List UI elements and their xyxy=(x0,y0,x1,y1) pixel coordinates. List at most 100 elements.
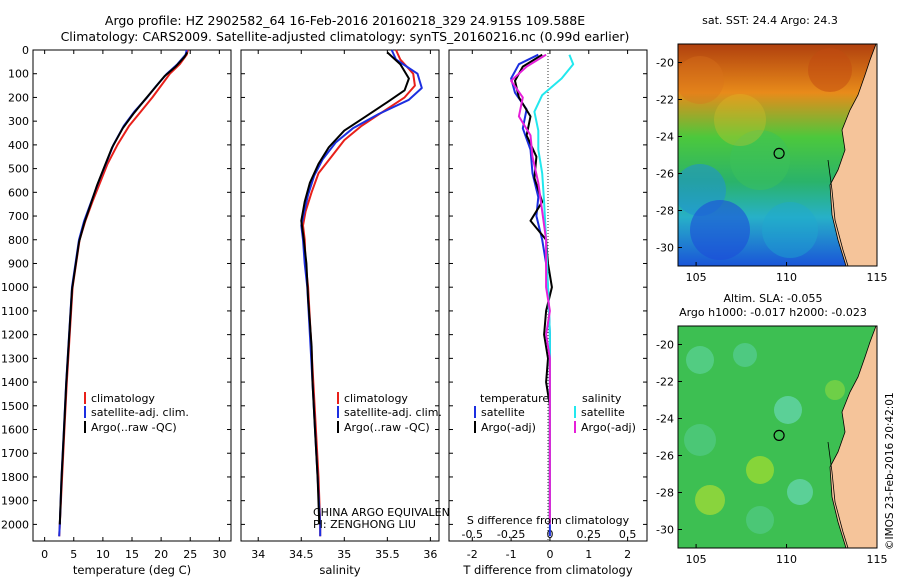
y-tick-label: 300 xyxy=(8,115,29,128)
map-y-tick-label: -22 xyxy=(656,94,674,107)
x-tick-label: 35.5 xyxy=(375,548,400,561)
x-tick-label: 1 xyxy=(585,548,592,561)
pressure-axis: 0100200300400500600700800900100011001200… xyxy=(1,44,231,561)
s-difference-axis-label: S difference from climatology xyxy=(467,514,630,527)
legend-t-satellite-label: satellite xyxy=(481,406,525,419)
y-tick-label: 1900 xyxy=(1,495,29,508)
sst-map: sat. SST: 24.4 Argo: 24.3 105 110 115 -20 -2… xyxy=(656,14,887,284)
series-line-s-satellite xyxy=(533,54,575,525)
x-tick-label: 10 xyxy=(96,548,110,561)
map-y-tick-label: -24 xyxy=(656,413,674,426)
australia-coastline xyxy=(829,44,877,266)
t-difference-axis-label: T difference from climatology xyxy=(462,563,633,577)
map-x-tick-label: 110 xyxy=(776,271,797,284)
sst-map-axes: 105 110 115 -20 -22 -24 -26 -28 -30 xyxy=(656,57,887,285)
x-tick-label: 0 xyxy=(546,548,553,561)
y-tick-label: 1300 xyxy=(1,352,29,365)
legend-climatology-label: climatology xyxy=(91,392,155,405)
x-tick-label: -1 xyxy=(506,548,517,561)
series-line-argo-raw-qc- xyxy=(300,51,410,525)
s-tick-label: 0.25 xyxy=(577,528,602,541)
sla-map-title-line1: Altim. SLA: -0.055 xyxy=(723,292,822,305)
legend-temperature-title: temperature xyxy=(480,392,549,405)
annotation-line1: CHINA ARGO EQUIVALENT xyxy=(313,506,457,519)
sst-patch xyxy=(678,56,724,104)
sla-map-frame xyxy=(677,325,878,549)
legend-t-argo-label: Argo(-adj) xyxy=(481,421,536,434)
sla-map-axes: 105 110 115 -20 -22 -24 -26 -28 -30 xyxy=(656,339,887,567)
map-x-tick-label: 110 xyxy=(776,553,797,566)
sla-patch xyxy=(774,396,802,424)
map-x-tick-label: 115 xyxy=(867,271,888,284)
map-y-tick-label: -24 xyxy=(656,131,674,144)
y-tick-label: 1700 xyxy=(1,447,29,460)
salinity-series xyxy=(300,49,423,537)
y-tick-label: 1100 xyxy=(1,305,29,318)
legend-satellite-label: satellite-adj. clim. xyxy=(344,406,442,419)
figure-title-line2: Climatology: CARS2009. Satellite-adjuste… xyxy=(61,29,630,44)
sla-patch xyxy=(746,506,774,534)
y-tick-label: 500 xyxy=(8,163,29,176)
argo-float-marker xyxy=(773,147,785,159)
difference-series xyxy=(510,53,575,537)
map-y-tick-label: -22 xyxy=(656,376,674,389)
difference-panel: -2 -1 0 1 2-0.5 -0.25 0 0.25 0.5 S difference fr… xyxy=(448,49,648,577)
y-tick-label: 1500 xyxy=(1,400,29,413)
map-y-tick-label: -30 xyxy=(656,242,674,255)
sst-map-frame xyxy=(677,43,878,267)
x-tick-label: 20 xyxy=(154,548,168,561)
y-tick-label: 2000 xyxy=(1,518,29,531)
legend-climatology-label: climatology xyxy=(344,392,408,405)
sla-patch xyxy=(746,456,774,484)
shelf-contour xyxy=(827,441,849,548)
sst-texture xyxy=(678,48,852,260)
map-x-tick-label: 115 xyxy=(867,553,888,566)
x-tick-label: -2 xyxy=(467,548,478,561)
sla-patch xyxy=(787,479,813,505)
series-line-t-argo-adj- xyxy=(514,53,553,525)
series-line-argo-raw-qc- xyxy=(58,51,189,525)
argo-float-marker xyxy=(773,429,785,441)
x-tick-label: 36 xyxy=(423,548,437,561)
y-tick-label: 1600 xyxy=(1,424,29,437)
annotation-line2: PI: ZENGHONG LIU xyxy=(313,518,416,531)
y-tick-label: 200 xyxy=(8,91,29,104)
x-tick-label: 2 xyxy=(624,548,631,561)
temperature-axis-label: temperature (deg C) xyxy=(73,563,191,577)
y-tick-label: 1800 xyxy=(1,471,29,484)
sst-patch xyxy=(808,48,852,92)
s-tick-label: -0.5 xyxy=(462,528,483,541)
sst-patch xyxy=(690,200,750,260)
map-y-tick-label: -20 xyxy=(656,339,674,352)
difference-legend: temperature satellite Argo(-adj) salinit… xyxy=(474,392,636,434)
legend-s-argo-label: Argo(-adj) xyxy=(581,421,636,434)
legend-argo-label: Argo(..raw -QC) xyxy=(344,421,430,434)
difference-axis: -2 -1 0 1 2-0.5 -0.25 0 0.25 0.5 xyxy=(449,49,647,561)
map-x-tick-label: 105 xyxy=(686,553,707,566)
sla-map-title-line2: Argo h1000: -0.017 h2000: -0.023 xyxy=(679,306,867,319)
sla-map: Altim. SLA: -0.055 Argo h1000: -0.017 h2… xyxy=(656,292,887,566)
sst-patch xyxy=(714,94,766,146)
y-tick-label: 0 xyxy=(22,44,29,57)
map-x-tick-label: 105 xyxy=(686,271,707,284)
y-tick-label: 1000 xyxy=(1,281,29,294)
salinity-axis: 34 34.5 35 35.5 36 xyxy=(241,49,439,561)
s-tick-label: 0.5 xyxy=(619,528,637,541)
sla-patch xyxy=(695,485,725,515)
y-tick-label: 1200 xyxy=(1,329,29,342)
figure-title-line1: Argo profile: HZ 2902582_64 16-Feb-2016 … xyxy=(105,13,585,28)
x-tick-label: 35 xyxy=(337,548,351,561)
sla-patch xyxy=(733,343,757,367)
x-tick-label: 15 xyxy=(125,548,139,561)
y-tick-label: 900 xyxy=(8,257,29,270)
legend-s-satellite-label: satellite xyxy=(581,406,625,419)
australia-coastline xyxy=(829,326,877,548)
sst-map-title: sat. SST: 24.4 Argo: 24.3 xyxy=(702,14,838,27)
map-y-tick-label: -30 xyxy=(656,524,674,537)
sla-patch xyxy=(684,424,716,456)
sst-patch xyxy=(762,202,818,258)
s-tick-label: -0.25 xyxy=(497,528,525,541)
salinity-plot-frame xyxy=(240,49,440,542)
salinity-legend: climatology satellite-adj. clim. Argo(..… xyxy=(337,392,442,434)
